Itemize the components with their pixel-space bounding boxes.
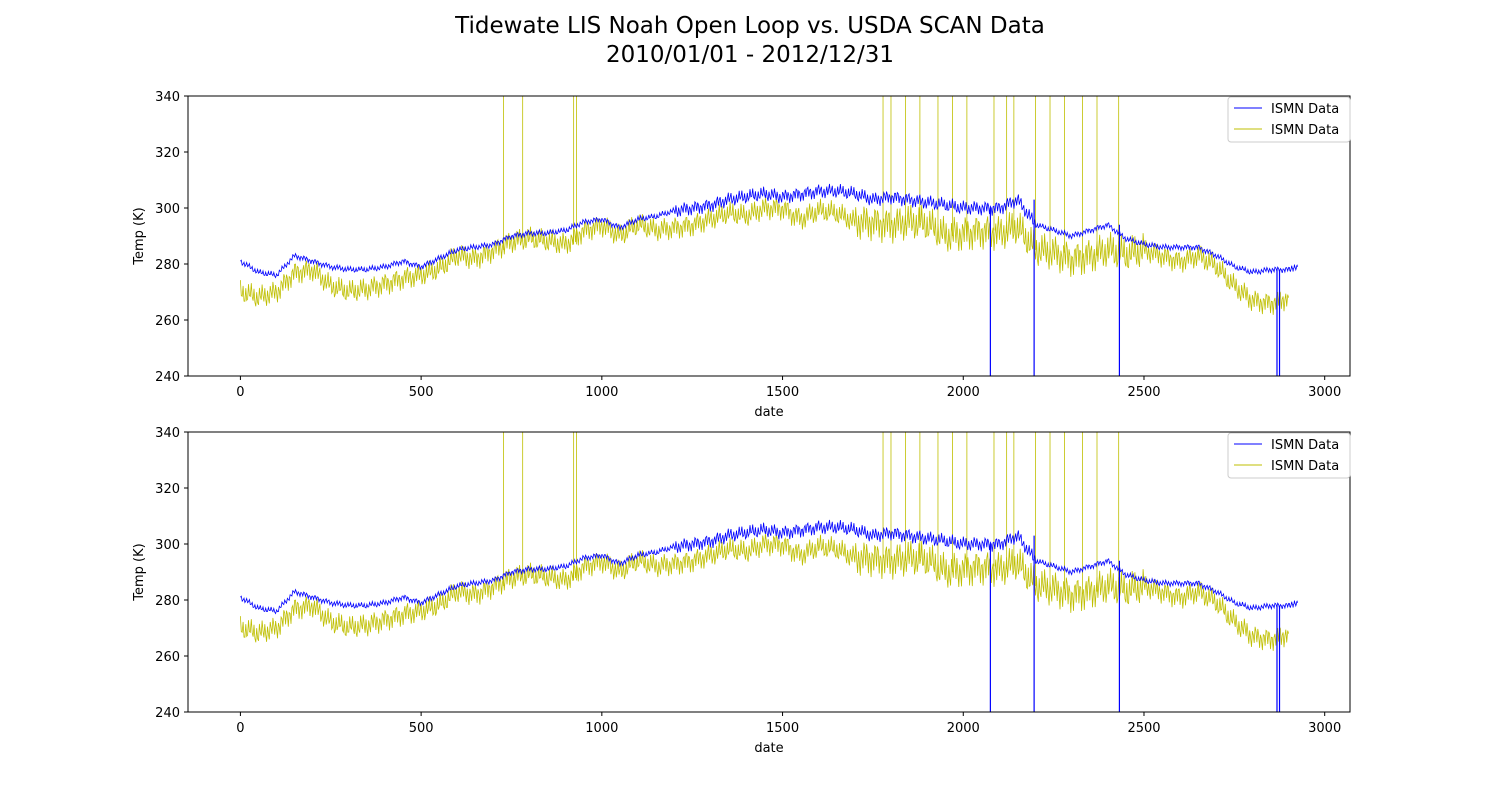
y-tick-label: 300 xyxy=(155,202,180,217)
series-line-scan xyxy=(240,533,1289,651)
series-layer xyxy=(240,96,1298,376)
legend-label-1: ISMN Data xyxy=(1271,102,1339,117)
x-tick-label: 0 xyxy=(236,385,244,400)
y-tick-label: 300 xyxy=(155,538,180,553)
y-tick-label: 260 xyxy=(155,650,180,665)
y-tick-label: 320 xyxy=(155,146,180,161)
y-axis-label: Temp (K) xyxy=(132,207,147,265)
plot-frame xyxy=(187,95,1351,377)
plot-area xyxy=(188,432,1350,712)
legend-label-1: ISMN Data xyxy=(1271,438,1339,453)
x-tick-label: 2000 xyxy=(947,721,980,736)
y-tick-label: 340 xyxy=(155,90,180,105)
x-tick-label: 2500 xyxy=(1127,385,1160,400)
x-tick-label: 3000 xyxy=(1308,385,1341,400)
x-tick-label: 500 xyxy=(409,721,434,736)
figure-title-line-1: Tidewate LIS Noah Open Loop vs. USDA SCA… xyxy=(455,13,1045,39)
figure-title: Tidewate LIS Noah Open Loop vs. USDA SCA… xyxy=(0,12,1500,70)
x-tick-label: 1000 xyxy=(585,385,618,400)
x-tick-label: 500 xyxy=(409,385,434,400)
x-tick-label: 2000 xyxy=(947,385,980,400)
y-tick-label: 320 xyxy=(155,482,180,497)
ticks-layer: 0 500 1000 1500 2000 2500 3000 240 260 280 300 320 3… xyxy=(155,90,1341,400)
series-layer xyxy=(240,432,1298,712)
legend: ISMN Data ISMN Data xyxy=(1227,432,1351,479)
y-tick-label: 240 xyxy=(155,370,180,385)
x-axis-label: date xyxy=(754,741,783,756)
legend: ISMN Data ISMN Data xyxy=(1227,96,1351,143)
x-tick-label: 0 xyxy=(236,721,244,736)
series-line-noah xyxy=(240,519,1298,615)
series-line-scan xyxy=(240,197,1289,315)
x-tick-label: 1500 xyxy=(766,721,799,736)
plot-frame xyxy=(187,431,1351,713)
x-tick-label: 2500 xyxy=(1127,721,1160,736)
y-tick-label: 340 xyxy=(155,426,180,441)
figure-title-line-2: 2010/01/01 - 2012/12/31 xyxy=(605,42,895,68)
x-tick-label: 3000 xyxy=(1308,721,1341,736)
x-tick-label: 1000 xyxy=(585,721,618,736)
y-tick-label: 280 xyxy=(155,258,180,273)
x-axis-label: date xyxy=(754,405,783,420)
legend-label-2: ISMN Data xyxy=(1271,459,1339,474)
x-tick-label: 1500 xyxy=(766,385,799,400)
y-tick-label: 240 xyxy=(155,706,180,721)
y-axis-label: Temp (K) xyxy=(132,543,147,601)
series-line-noah xyxy=(240,183,1298,279)
y-tick-label: 280 xyxy=(155,594,180,609)
y-tick-label: 260 xyxy=(155,314,180,329)
legend-label-2: ISMN Data xyxy=(1271,123,1339,138)
subplot-1: 0 500 1000 1500 2000 2500 3000 240 260 280 300 320 3… xyxy=(132,90,1351,420)
subplot-2: 0 500 1000 1500 2000 2500 3000 240 260 280 300 320 3… xyxy=(132,426,1351,756)
ticks-layer: 0 500 1000 1500 2000 2500 3000 240 260 280 300 320 3… xyxy=(155,426,1341,736)
plot-area xyxy=(188,96,1350,376)
